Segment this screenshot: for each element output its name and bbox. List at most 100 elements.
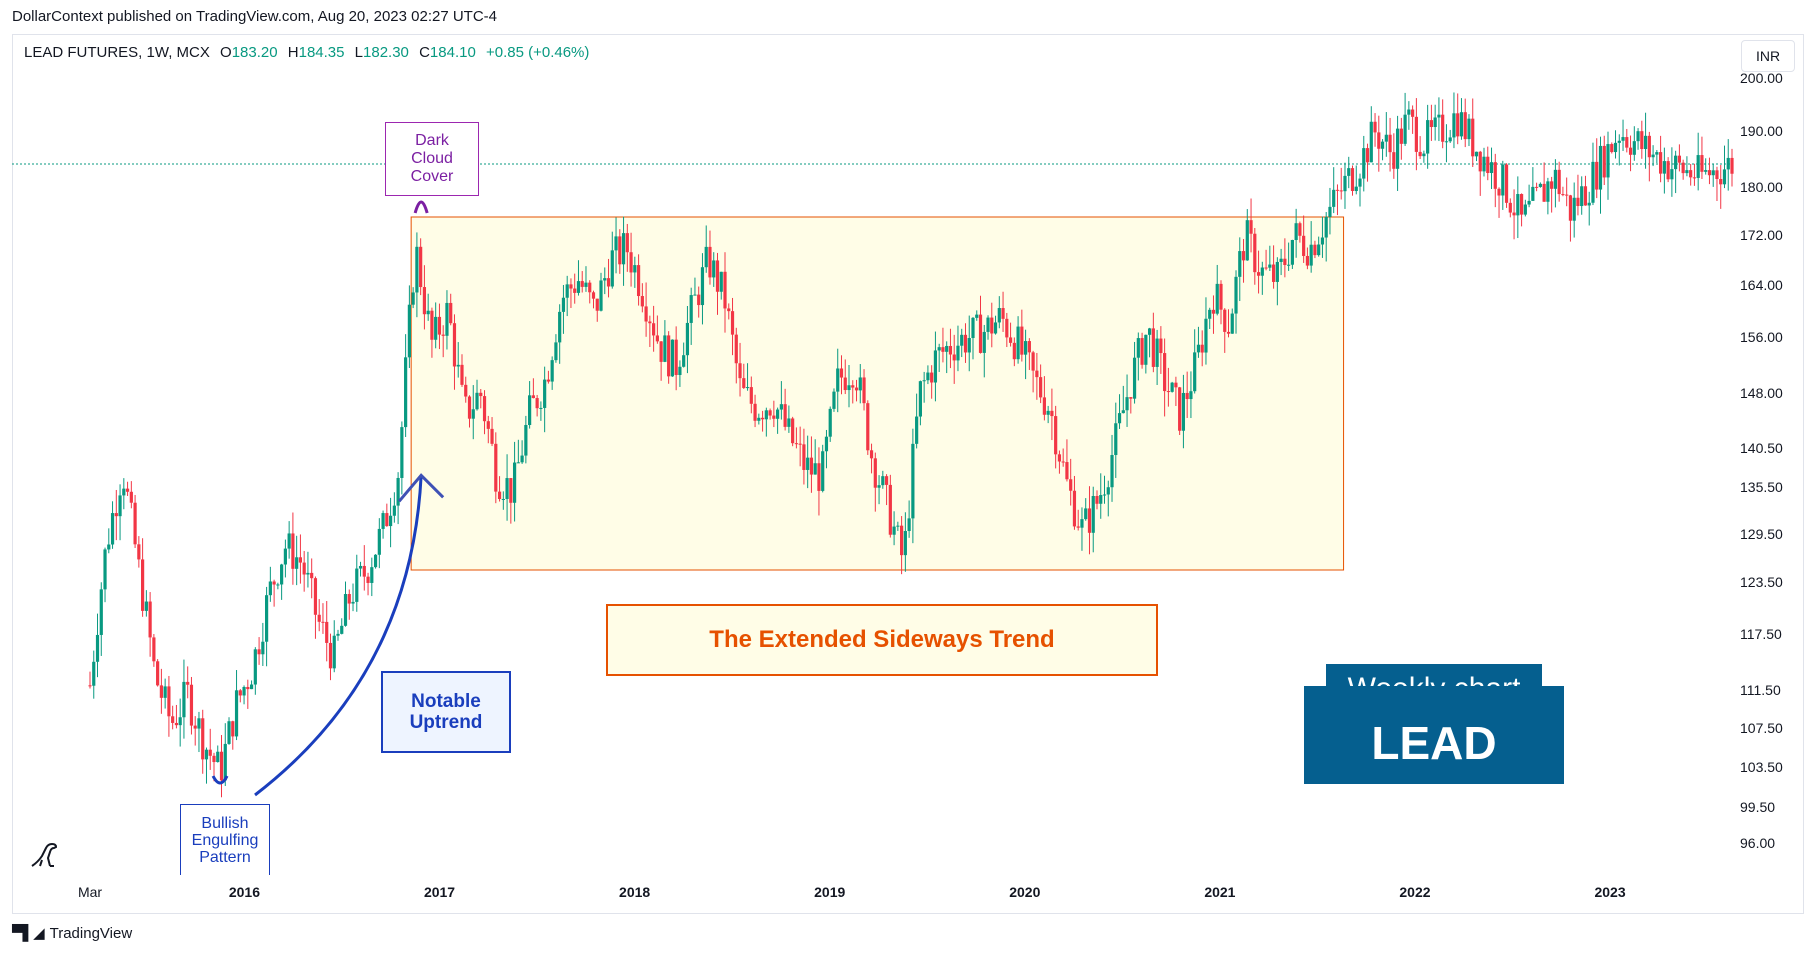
- candle: [377, 518, 381, 569]
- dark-cloud-line-2: Cloud: [411, 150, 453, 167]
- candle: [1542, 162, 1546, 202]
- candle-body: [625, 233, 629, 253]
- legend-close-label: C: [419, 44, 430, 61]
- candle: [204, 747, 209, 784]
- candle-body: [347, 594, 351, 604]
- candle-body: [1181, 392, 1186, 431]
- candle: [486, 415, 490, 444]
- candle-body: [915, 416, 919, 444]
- candle: [253, 647, 257, 695]
- x-tick-label: 2018: [619, 884, 650, 900]
- candle: [197, 711, 201, 753]
- candle-body: [452, 323, 457, 367]
- candle: [1144, 334, 1148, 374]
- candle-body: [682, 355, 686, 367]
- candle: [693, 277, 697, 296]
- candle: [1508, 198, 1512, 218]
- candle: [99, 582, 103, 656]
- candle: [1643, 112, 1648, 169]
- candle-body: [1471, 118, 1475, 157]
- candle-body: [546, 379, 551, 382]
- candle-body: [1234, 276, 1238, 314]
- currency-button[interactable]: INR: [1741, 40, 1795, 72]
- candle-body: [362, 565, 366, 577]
- candle: [1587, 191, 1591, 226]
- candle-body: [1377, 132, 1381, 149]
- candle: [877, 475, 881, 505]
- candle: [933, 331, 938, 402]
- candle-body: [911, 443, 915, 519]
- candle-body: [295, 557, 299, 569]
- candle-body: [606, 278, 611, 287]
- candle-body: [148, 601, 152, 638]
- candle: [1046, 405, 1050, 424]
- candle-body: [1719, 179, 1723, 185]
- candle: [847, 365, 851, 408]
- candle: [595, 298, 599, 322]
- candle-body: [760, 417, 765, 420]
- candle: [110, 501, 115, 549]
- candle-body: [1677, 155, 1681, 163]
- candle-body: [952, 354, 956, 361]
- candle-body: [1625, 137, 1629, 148]
- candle-body: [561, 297, 566, 312]
- candle: [911, 428, 915, 544]
- candle: [667, 331, 671, 384]
- candle: [336, 629, 340, 641]
- candle: [1448, 129, 1452, 143]
- candle-body: [125, 488, 130, 492]
- candle-body: [174, 722, 179, 726]
- candle: [1354, 165, 1358, 195]
- candle-body: [1602, 145, 1606, 178]
- tradingview-icon: ▀▌◢: [12, 924, 45, 942]
- candle-body: [234, 690, 239, 737]
- candle-body: [1012, 342, 1016, 360]
- candle: [494, 432, 498, 504]
- candle-body: [1429, 120, 1434, 128]
- candle: [1516, 176, 1520, 239]
- candle-body: [1587, 202, 1591, 206]
- y-tick-label: 111.50: [1740, 682, 1781, 698]
- candle: [257, 637, 261, 665]
- candle: [1283, 238, 1287, 278]
- candle-body: [757, 417, 761, 421]
- candle: [629, 232, 633, 287]
- chart-legend: LEAD FUTURES, 1W, MCX O183.20 H184.35 L1…: [24, 44, 589, 61]
- candle: [1328, 187, 1332, 235]
- candle: [313, 576, 318, 639]
- candle-body: [1553, 169, 1558, 189]
- candle-body: [1328, 206, 1332, 217]
- candle-body: [396, 477, 400, 506]
- candle: [869, 443, 874, 474]
- candle-body: [1662, 161, 1666, 174]
- candle: [918, 380, 922, 426]
- candle: [1523, 199, 1527, 217]
- candle: [1441, 99, 1445, 149]
- candle: [456, 342, 460, 378]
- candle: [900, 516, 904, 575]
- candle: [1001, 291, 1005, 332]
- candle-body: [1024, 341, 1028, 355]
- candle: [1580, 176, 1584, 215]
- candle: [535, 394, 539, 417]
- candle: [1659, 135, 1663, 183]
- candle-body: [576, 281, 581, 293]
- candle: [125, 481, 130, 496]
- candle-body: [828, 408, 832, 437]
- tradingview-logo[interactable]: ▀▌◢ TradingView: [12, 924, 132, 942]
- candle-body: [1196, 344, 1201, 353]
- bullish-engulfing-line-2: Engulfing: [191, 831, 259, 849]
- candle-body: [768, 410, 772, 416]
- candle-body: [482, 396, 487, 422]
- candle-body: [674, 339, 678, 375]
- notable-uptrend-line-2: Uptrend: [409, 712, 483, 733]
- candle: [1538, 182, 1542, 188]
- candle-body: [325, 621, 329, 643]
- candle-body: [573, 288, 577, 293]
- candle-body: [704, 246, 708, 268]
- candle-body: [1008, 337, 1013, 343]
- candle: [896, 521, 900, 531]
- candle: [321, 603, 325, 634]
- candle-body: [978, 314, 983, 353]
